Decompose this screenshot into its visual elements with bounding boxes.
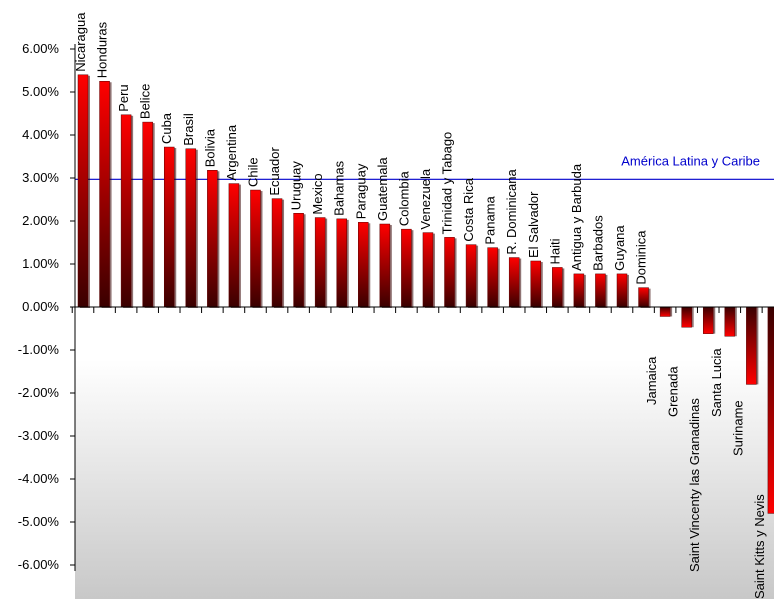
bar — [77, 74, 89, 308]
bar — [595, 273, 606, 308]
bar — [314, 217, 326, 308]
category-label: Venezuela — [418, 168, 433, 229]
category-label: Saint Vincenty las Granadinas — [687, 398, 702, 572]
bar — [444, 237, 455, 308]
axis-group: -6.00% -5.00% -4.00% -3.00% -2.00% -1.00% 0.00… — [18, 41, 774, 572]
bar — [530, 260, 542, 308]
category-label: Honduras — [95, 21, 110, 78]
bar — [616, 273, 628, 308]
category-label: Costa Rica — [461, 177, 476, 241]
bars-group — [77, 74, 774, 514]
category-label: Antigua y Barbuda — [569, 163, 584, 271]
category-label: Brasil — [181, 113, 196, 146]
bar — [508, 257, 520, 308]
category-label: Suriname — [730, 400, 745, 456]
y-tick-label: 2.00% — [22, 213, 59, 228]
category-label: Guatemala — [375, 157, 390, 221]
y-tick-label: -2.00% — [18, 385, 60, 400]
bar — [142, 121, 153, 308]
bar — [271, 198, 283, 308]
bar — [659, 306, 671, 317]
category-label: Paraguay — [353, 163, 368, 219]
category-label: El Salvador — [526, 191, 541, 258]
bar — [401, 228, 412, 308]
bar — [207, 170, 218, 308]
category-label: Dominica — [634, 230, 649, 285]
category-label: Grenada — [666, 366, 681, 417]
y-tick-label: -6.00% — [18, 557, 60, 572]
category-label: Belice — [138, 84, 153, 119]
category-label: Guyana — [612, 225, 627, 271]
category-label: Ecuador — [267, 147, 282, 196]
category-label: Mexico — [310, 173, 325, 214]
y-tick-label: 0.00% — [22, 299, 59, 314]
bar — [724, 306, 736, 337]
bar — [250, 189, 261, 308]
reference-line-label: América Latina y Caribe — [621, 153, 760, 168]
bar — [163, 146, 175, 308]
category-label: Peru — [116, 84, 131, 111]
bar — [358, 222, 369, 308]
category-label: Colombia — [396, 170, 411, 226]
category-label: Haiti — [547, 238, 562, 264]
bar — [422, 232, 434, 308]
category-label: Chile — [245, 157, 260, 187]
y-tick-label: 1.00% — [22, 256, 59, 271]
bar — [746, 306, 757, 385]
bar — [487, 247, 498, 308]
y-tick-label: 4.00% — [22, 127, 59, 142]
category-label: Bahamas — [332, 160, 347, 215]
category-label: Santa Lucia — [709, 348, 724, 417]
category-label: Cuba — [159, 112, 174, 144]
category-label: Trinidad y Tabago — [440, 132, 455, 235]
bar — [638, 287, 649, 308]
bar — [573, 273, 585, 308]
category-label: Saint Kitts y Nevis — [752, 494, 767, 599]
bar — [465, 244, 477, 308]
bar — [293, 213, 304, 308]
y-tick-label: -5.00% — [18, 514, 60, 529]
category-label: Bolivia — [202, 128, 217, 167]
bar — [681, 306, 692, 328]
y-tick-label: 6.00% — [22, 41, 59, 56]
y-tick-label: -4.00% — [18, 471, 60, 486]
labels-group: Nicaragua Honduras Peru Belice Cuba Brasil Bol… — [73, 12, 767, 599]
bar — [228, 183, 240, 308]
category-label: Nicaragua — [73, 12, 88, 72]
bar — [552, 267, 563, 308]
y-tick-label: 3.00% — [22, 170, 59, 185]
bar — [702, 306, 714, 334]
plot-area-below-zero — [75, 307, 774, 599]
bar — [767, 306, 774, 514]
y-tick-label: -1.00% — [18, 342, 60, 357]
y-tick-label: -3.00% — [18, 428, 60, 443]
category-label: Uruguay — [289, 161, 304, 211]
category-label: R. Dominicana — [504, 169, 519, 255]
y-tick-label: 5.00% — [22, 84, 59, 99]
bar — [336, 218, 347, 308]
category-label: Argentina — [224, 124, 239, 180]
bar — [120, 114, 132, 308]
category-label: Barbados — [590, 215, 605, 271]
bar — [379, 223, 391, 308]
bar — [99, 81, 110, 308]
category-label: Panama — [483, 195, 498, 244]
bar — [185, 148, 197, 308]
category-label: Jamaica — [644, 356, 659, 405]
